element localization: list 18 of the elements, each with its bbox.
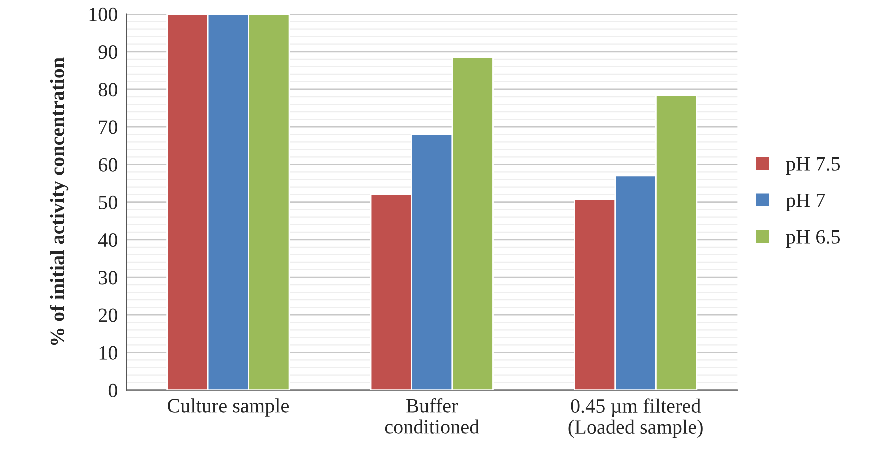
x-tick-label: Buffer conditioned bbox=[385, 398, 480, 434]
legend-label: pH 7 bbox=[786, 194, 826, 212]
y-tick-label: 30 bbox=[99, 271, 118, 285]
y-axis-title: % of initial activity concentration bbox=[50, 58, 69, 346]
y-tick-label: 100 bbox=[90, 8, 118, 22]
y-tick-label: 90 bbox=[98, 45, 118, 60]
y-tick-label: 50 bbox=[99, 196, 118, 210]
y-tick-label: 60 bbox=[98, 158, 118, 172]
y-tick-label: 10 bbox=[100, 346, 118, 360]
x-tick-label: 0.45 µm filtered (Loaded sample) bbox=[568, 398, 703, 438]
y-tick-label: 40 bbox=[98, 234, 118, 248]
y-tick-label: 20 bbox=[98, 308, 118, 322]
y-tick-label: 70 bbox=[99, 120, 118, 134]
legend-label: pH 7.5 bbox=[786, 158, 840, 175]
y-tick-label: 0 bbox=[108, 384, 118, 398]
x-tick-label: Culture sample bbox=[168, 398, 289, 417]
legend-label: pH 6.5 bbox=[786, 230, 840, 248]
y-tick-label: 80 bbox=[98, 83, 118, 97]
